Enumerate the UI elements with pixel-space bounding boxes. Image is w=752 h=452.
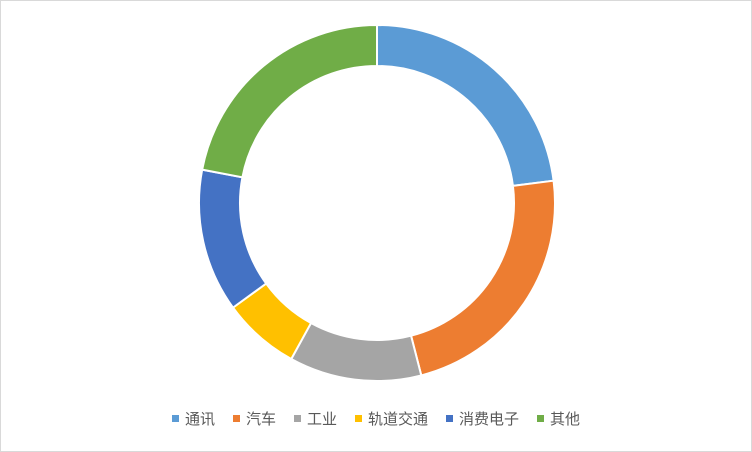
donut-slice-1 (409, 179, 556, 377)
legend-label: 其他 (550, 410, 581, 428)
donut-slice-0 (376, 23, 555, 187)
legend-swatch (293, 415, 301, 422)
legend-swatch (232, 415, 240, 422)
legend-item: 汽车 (232, 408, 276, 429)
legend-label: 工业 (306, 410, 337, 428)
donut-slice-4 (198, 168, 268, 310)
donut-slice-5 (200, 23, 378, 179)
legend-item: 消费电子 (446, 408, 519, 429)
legend-swatch (537, 415, 545, 422)
donut-chart (198, 23, 556, 382)
legend-item: 通讯 (171, 408, 215, 429)
legend-item: 其他 (537, 408, 580, 429)
legend-swatch (355, 415, 362, 422)
legend-item: 工业 (293, 408, 337, 429)
legend-swatch (446, 415, 454, 422)
donut-slice-2 (289, 321, 423, 382)
legend: 通讯 汽车 工业 轨道交通 消费电子 其他 (1, 408, 751, 429)
legend-item: 轨道交通 (355, 408, 428, 429)
legend-label: 汽车 (245, 410, 276, 428)
legend-label: 消费电子 (459, 410, 520, 428)
legend-label: 通讯 (184, 410, 215, 428)
legend-label: 轨道交通 (368, 410, 429, 428)
legend-swatch (171, 415, 179, 422)
